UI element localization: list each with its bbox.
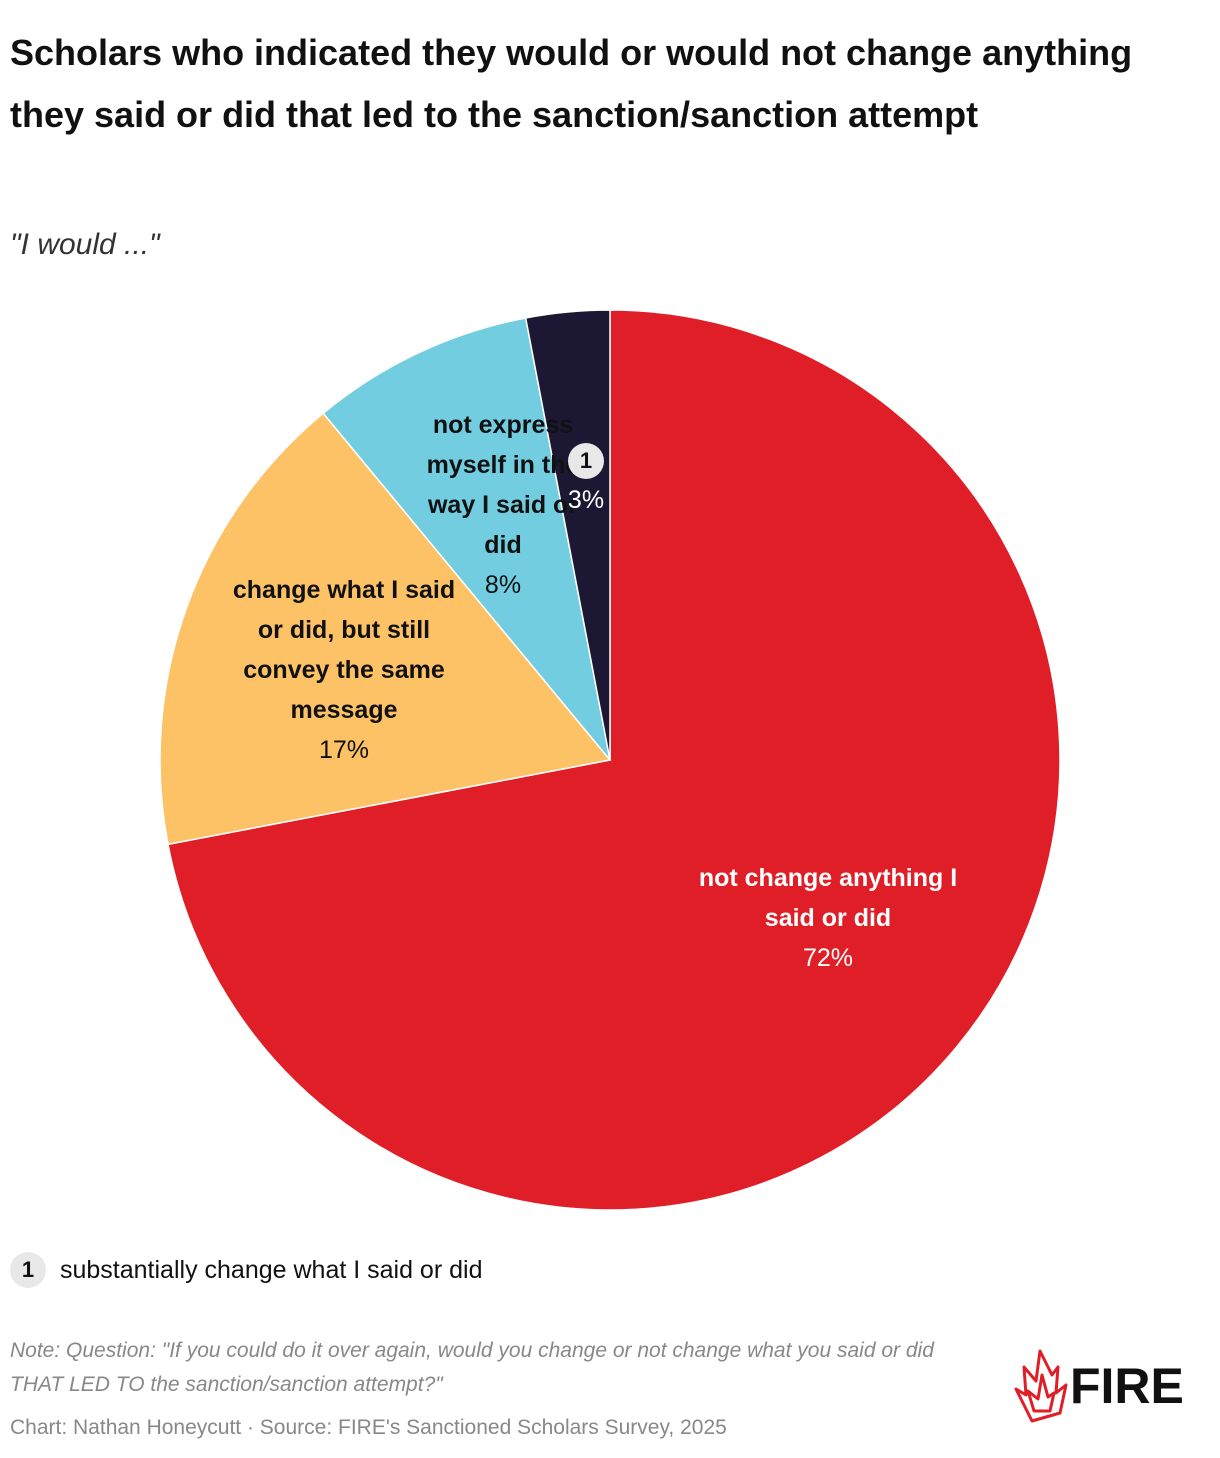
slice-value: 8% <box>484 571 522 599</box>
legend-marker: 1 <box>10 1252 46 1288</box>
chart-title: Scholars who indicated they would or wou… <box>10 32 1133 135</box>
pie-slice <box>167 309 1061 1211</box>
slice-category: not express myself in the way I said or … <box>426 411 580 559</box>
slice-label: 1 3% <box>556 440 616 520</box>
slice-label: change what I said or did, but still con… <box>224 570 464 770</box>
logo: FIRE <box>1014 1349 1184 1423</box>
footnote-marker: 1 <box>568 443 604 479</box>
note: Note: Question: "If you could do it over… <box>10 1339 934 1396</box>
pie-slice <box>524 309 611 761</box>
legend: 1 substantially change what I said or di… <box>10 1252 482 1288</box>
credit: Chart: Nathan Honeycutt · Source: FIRE's… <box>10 1416 727 1439</box>
slice-category: change what I said or did, but still con… <box>232 576 456 724</box>
slice-label: not change anything I said or did 72% <box>688 858 968 978</box>
slice-label: not express myself in the way I said or … <box>421 405 586 605</box>
logo-text: FIRE <box>1070 1358 1184 1414</box>
slice-value: 72% <box>802 944 854 972</box>
chart-subtitle: "I would ..." <box>10 228 160 261</box>
slice-value: 3% <box>567 486 605 514</box>
slice-value: 17% <box>318 736 370 764</box>
marker-wrap: 1 <box>556 440 616 480</box>
pie-chart <box>159 309 1061 1211</box>
logo-flame <box>1014 1349 1068 1423</box>
legend-label: substantially change what I said or did <box>60 1255 483 1284</box>
slice-category: not change anything I said or did <box>698 864 958 932</box>
pie-slice <box>322 317 611 761</box>
pie-slice <box>159 412 612 846</box>
